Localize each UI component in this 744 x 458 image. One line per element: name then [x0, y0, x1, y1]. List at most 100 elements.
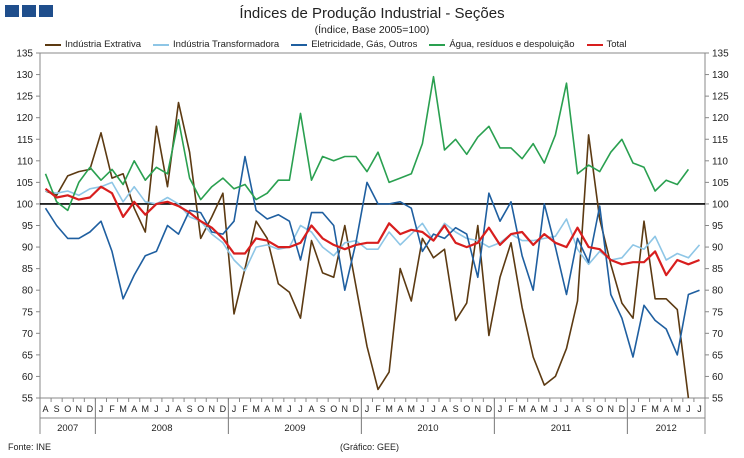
- x-month-label: F: [242, 404, 248, 414]
- x-month-label: M: [142, 404, 150, 414]
- x-month-label: J: [431, 404, 436, 414]
- x-month-label: J: [365, 404, 370, 414]
- x-month-label: J: [553, 404, 558, 414]
- x-month-label: O: [64, 404, 71, 414]
- x-month-label: N: [342, 404, 349, 414]
- x-month-label: J: [686, 404, 691, 414]
- x-month-label: A: [131, 404, 137, 414]
- legend-item: Água, resíduos e despoluição: [429, 39, 575, 50]
- x-month-label: S: [320, 404, 326, 414]
- series-line-3: [44, 155, 700, 358]
- y-tick-label: 90: [712, 243, 724, 254]
- y-tick-label: 135: [16, 49, 33, 60]
- legend-swatch: [153, 43, 170, 46]
- legend-label: Indústria Transformadora: [173, 39, 280, 50]
- y-tick-label: 55: [712, 394, 724, 405]
- series-line-1: [45, 101, 690, 399]
- x-month-label: O: [596, 404, 603, 414]
- y-tick-label: 70: [712, 329, 724, 340]
- y-tick-label: 65: [22, 350, 34, 361]
- x-month-label: F: [375, 404, 381, 414]
- x-month-label: J: [420, 404, 425, 414]
- source-note: Fonte: INE: [8, 442, 52, 452]
- series-line-2: [45, 181, 701, 272]
- y-tick-label: 80: [712, 286, 724, 297]
- y-tick-label: 85: [22, 264, 34, 275]
- x-month-label: J: [298, 404, 303, 414]
- x-month-label: S: [54, 404, 60, 414]
- x-month-label: J: [154, 404, 159, 414]
- x-month-label: N: [475, 404, 482, 414]
- x-year-label: 2012: [656, 423, 677, 434]
- legend-label: Total: [606, 39, 627, 50]
- legend-swatch: [429, 43, 446, 46]
- x-month-label: N: [76, 404, 83, 414]
- x-month-label: N: [608, 404, 615, 414]
- x-month-label: A: [530, 404, 536, 414]
- legend-label: Eletricidade, Gás, Outros: [311, 39, 418, 50]
- legend-label: Indústria Extrativa: [65, 39, 142, 50]
- y-tick-label: 120: [712, 113, 729, 124]
- y-tick-label: 95: [22, 221, 34, 232]
- x-month-label: J: [498, 404, 503, 414]
- y-tick-label: 135: [712, 49, 729, 60]
- y-tick-label: 90: [22, 243, 34, 254]
- y-tick-label: 65: [712, 350, 724, 361]
- x-month-label: A: [442, 404, 448, 414]
- x-month-label: M: [518, 404, 526, 414]
- logo: [5, 5, 53, 17]
- logo-block: [5, 5, 19, 17]
- x-month-label: J: [287, 404, 292, 414]
- x-month-label: D: [486, 404, 493, 414]
- y-tick-label: 115: [712, 135, 728, 146]
- series-line-4: [44, 75, 690, 212]
- logo-block: [22, 5, 36, 17]
- x-month-label: J: [564, 404, 569, 414]
- plot-area: [39, 52, 706, 399]
- x-month-label: D: [353, 404, 360, 414]
- legend-item: Indústria Transformadora: [153, 39, 279, 50]
- x-month-label: A: [176, 404, 182, 414]
- x-month-label: D: [619, 404, 626, 414]
- y-tick-label: 110: [712, 156, 728, 167]
- legend-item: Total: [586, 39, 627, 50]
- x-month-label: J: [232, 404, 237, 414]
- x-month-label: D: [220, 404, 227, 414]
- y-tick-label: 95: [712, 221, 724, 232]
- y-tick-label: 80: [22, 286, 34, 297]
- x-month-label: F: [109, 404, 115, 414]
- y-tick-label: 125: [712, 92, 729, 103]
- x-month-label: F: [641, 404, 647, 414]
- x-year-label: 2010: [417, 423, 438, 434]
- x-month-label: M: [119, 404, 127, 414]
- y-tick-label: 70: [22, 329, 34, 340]
- x-month-label: M: [385, 404, 393, 414]
- x-month-label: D: [87, 404, 94, 414]
- x-year-label: 2011: [551, 423, 571, 434]
- x-month-label: M: [541, 404, 549, 414]
- x-month-label: S: [187, 404, 193, 414]
- y-tick-label: 100: [16, 199, 33, 210]
- y-tick-label: 75: [22, 307, 34, 318]
- y-tick-label: 60: [22, 372, 34, 383]
- x-month-label: O: [330, 404, 337, 414]
- chart-subtitle: (Índice, Base 2005=100): [314, 24, 430, 36]
- chart-title: Índices de Produção Industrial - Seções: [239, 5, 505, 22]
- x-month-label: M: [674, 404, 682, 414]
- y-tick-label: 75: [712, 307, 724, 318]
- x-month-label: J: [697, 404, 702, 414]
- chart-credit: (Gráfico: GEE): [340, 442, 400, 452]
- y-tick-label: 130: [712, 70, 729, 81]
- y-tick-label: 125: [16, 92, 33, 103]
- legend-item: Eletricidade, Gás, Outros: [291, 39, 417, 50]
- y-tick-label: 105: [712, 178, 729, 189]
- legend-swatch: [291, 43, 308, 46]
- x-month-label: O: [197, 404, 204, 414]
- x-month-label: M: [651, 404, 659, 414]
- x-month-label: M: [408, 404, 416, 414]
- x-month-label: J: [165, 404, 170, 414]
- x-month-label: F: [508, 404, 514, 414]
- x-month-label: M: [275, 404, 283, 414]
- x-month-label: A: [663, 404, 669, 414]
